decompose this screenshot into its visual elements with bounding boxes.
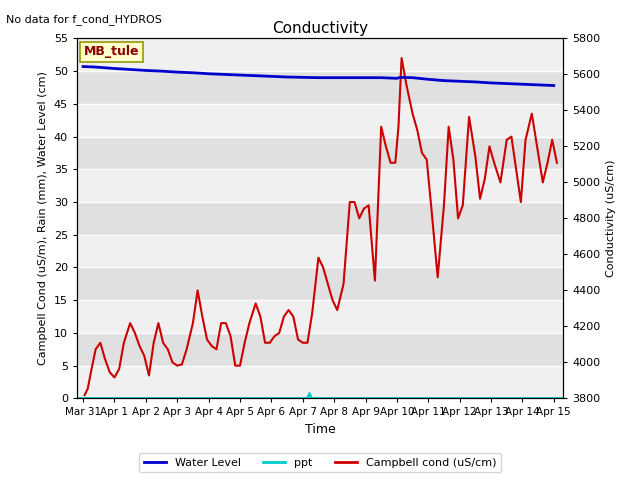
Bar — [77, 38, 563, 71]
Bar — [77, 169, 563, 202]
Bar — [77, 235, 563, 267]
Text: No data for f_cond_HYDROS: No data for f_cond_HYDROS — [6, 14, 163, 25]
Bar — [77, 137, 563, 169]
Title: Conductivity: Conductivity — [272, 21, 368, 36]
Text: MB_tule: MB_tule — [84, 45, 140, 59]
Bar — [77, 333, 563, 366]
Bar — [77, 202, 563, 235]
Bar — [77, 104, 563, 137]
Legend: Water Level, ppt, Campbell cond (uS/cm): Water Level, ppt, Campbell cond (uS/cm) — [140, 453, 500, 472]
X-axis label: Time: Time — [305, 423, 335, 436]
Bar — [77, 366, 563, 398]
Bar — [77, 267, 563, 300]
Bar — [77, 71, 563, 104]
Bar — [77, 300, 563, 333]
Y-axis label: Conductivity (uS/cm): Conductivity (uS/cm) — [606, 160, 616, 277]
Y-axis label: Campbell Cond (uS/m), Rain (mm), Water Level (cm): Campbell Cond (uS/m), Rain (mm), Water L… — [38, 72, 48, 365]
